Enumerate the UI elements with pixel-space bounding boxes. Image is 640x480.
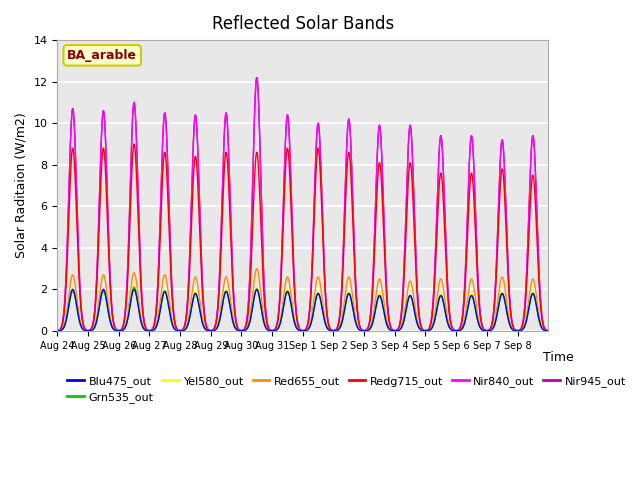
Redg715_out	[141, 325, 149, 331]
Line: Red655_out: Red655_out	[58, 269, 548, 331]
Blu475_out	[513, 328, 521, 334]
Nir945_out	[392, 327, 400, 333]
Yel580_out	[141, 327, 149, 333]
Nir945_out	[513, 328, 521, 334]
Line: Nir945_out: Nir945_out	[58, 78, 548, 331]
Blu475_out	[63, 315, 70, 321]
Redg715_out	[392, 328, 400, 334]
Nir840_out	[305, 315, 312, 321]
Grn535_out	[545, 328, 552, 334]
Red655_out	[513, 328, 521, 334]
Nir945_out	[305, 315, 312, 321]
Blu475_out	[54, 328, 61, 334]
Red655_out	[141, 327, 149, 333]
Red655_out	[392, 328, 400, 334]
Nir840_out	[253, 75, 260, 81]
Nir840_out	[545, 328, 552, 334]
Blu475_out	[69, 287, 77, 292]
Nir945_out	[54, 328, 61, 334]
Grn535_out	[513, 328, 521, 334]
Yel580_out	[545, 328, 552, 334]
Blu475_out	[141, 327, 149, 333]
Nir840_out	[141, 323, 149, 329]
Nir945_out	[141, 323, 149, 329]
Nir945_out	[276, 297, 284, 302]
Yel580_out	[63, 315, 70, 321]
Redg715_out	[63, 272, 70, 277]
Yel580_out	[392, 328, 400, 334]
Nir840_out	[513, 328, 521, 334]
Red655_out	[276, 320, 284, 326]
Nir945_out	[253, 75, 260, 81]
Line: Nir840_out: Nir840_out	[58, 78, 548, 331]
Yel580_out	[513, 328, 521, 334]
Grn535_out	[392, 328, 400, 334]
Grn535_out	[54, 328, 61, 334]
Yel580_out	[54, 328, 61, 334]
Yel580_out	[131, 282, 138, 288]
Grn535_out	[131, 284, 138, 290]
Blu475_out	[392, 328, 400, 334]
Redg715_out	[276, 301, 284, 307]
Grn535_out	[276, 322, 284, 328]
Line: Grn535_out: Grn535_out	[58, 287, 548, 331]
Nir840_out	[63, 260, 70, 265]
Grn535_out	[141, 327, 149, 333]
X-axis label: Time: Time	[543, 351, 573, 364]
Nir945_out	[545, 328, 552, 334]
Line: Yel580_out: Yel580_out	[58, 285, 548, 331]
Text: BA_arable: BA_arable	[67, 49, 137, 62]
Redg715_out	[54, 328, 61, 334]
Nir840_out	[54, 328, 61, 334]
Redg715_out	[131, 141, 138, 147]
Legend: Blu475_out, Grn535_out, Yel580_out, Red655_out, Redg715_out, Nir840_out, Nir945_: Blu475_out, Grn535_out, Yel580_out, Red6…	[63, 371, 630, 408]
Redg715_out	[305, 316, 312, 322]
Nir840_out	[276, 297, 284, 302]
Grn535_out	[305, 325, 312, 331]
Red655_out	[305, 324, 312, 330]
Red655_out	[54, 328, 61, 334]
Nir840_out	[392, 327, 400, 333]
Redg715_out	[545, 328, 552, 334]
Blu475_out	[545, 328, 552, 334]
Grn535_out	[63, 316, 70, 322]
Red655_out	[63, 311, 70, 316]
Yel580_out	[276, 322, 284, 328]
Line: Blu475_out: Blu475_out	[58, 289, 548, 331]
Yel580_out	[305, 325, 312, 331]
Line: Redg715_out: Redg715_out	[58, 144, 548, 331]
Y-axis label: Solar Raditaion (W/m2): Solar Raditaion (W/m2)	[15, 113, 28, 258]
Redg715_out	[513, 328, 521, 334]
Title: Reflected Solar Bands: Reflected Solar Bands	[212, 15, 394, 33]
Blu475_out	[276, 322, 284, 328]
Nir945_out	[63, 260, 70, 265]
Blu475_out	[305, 325, 312, 331]
Red655_out	[545, 328, 552, 334]
Red655_out	[253, 266, 260, 272]
